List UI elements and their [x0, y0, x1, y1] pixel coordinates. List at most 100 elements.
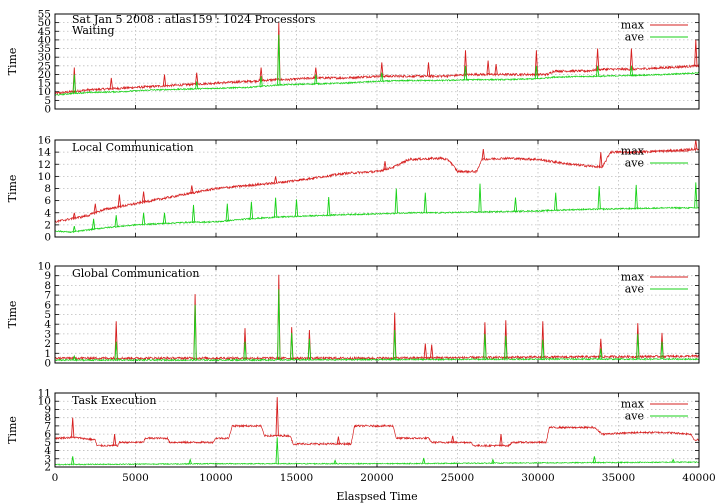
- series-spike-ave: [394, 188, 398, 214]
- series-spike-max: [109, 77, 113, 89]
- series-spike-max: [336, 436, 341, 445]
- y-tick-label: 9: [44, 270, 51, 282]
- series-spike-max: [141, 191, 146, 203]
- series-spike-max: [499, 434, 503, 446]
- series-spike-ave: [660, 341, 664, 360]
- series-spike-ave: [72, 354, 76, 361]
- x-axis-label: Elaspsed Time: [336, 490, 417, 503]
- series-spike-ave: [275, 437, 279, 464]
- series-spike-ave: [534, 65, 539, 79]
- series-spike-ave: [141, 212, 146, 225]
- y-tick-label: 11: [38, 388, 51, 400]
- y-tick-label: 14: [38, 147, 52, 159]
- y-tick-label: 0: [44, 104, 51, 116]
- series-spike-ave: [513, 197, 518, 212]
- series-spike-ave: [595, 65, 600, 77]
- series-spike-ave: [422, 457, 426, 464]
- plot-frame: [54, 139, 700, 238]
- y-tick-label: 20: [38, 69, 51, 81]
- series-spike-ave: [71, 456, 75, 465]
- series-spike-ave: [277, 289, 281, 360]
- y-tick-label: 4: [44, 445, 51, 457]
- y-tick-label: 8: [44, 280, 51, 292]
- plot-frame: [54, 265, 700, 364]
- x-tick-label: 35000: [602, 472, 635, 484]
- series-spike-max: [426, 62, 431, 77]
- series-spike-max: [629, 48, 634, 70]
- series-line-ave: [54, 71, 700, 96]
- y-axis-label: Time: [6, 48, 19, 76]
- series-spike-ave: [273, 197, 278, 218]
- series-spike-max: [451, 435, 455, 443]
- series-spike-ave: [72, 226, 76, 232]
- series-spike-max: [314, 67, 318, 78]
- series-spike-ave: [634, 184, 638, 209]
- series-spike-max: [486, 60, 490, 75]
- series-spike-ave: [554, 192, 558, 211]
- y-tick-label: 16: [38, 135, 52, 147]
- y-tick-label: 7: [44, 290, 51, 302]
- series-spike-ave: [629, 65, 634, 76]
- x-tick-label: 40000: [682, 472, 715, 484]
- series-spike-ave: [225, 203, 229, 221]
- series-spike-ave: [483, 333, 487, 360]
- series-line-ave: [54, 460, 700, 466]
- series-line-max: [54, 423, 700, 448]
- y-tick-label: 10: [38, 86, 51, 98]
- legend-label-max: max: [621, 145, 645, 158]
- y-tick-label: 50: [38, 17, 51, 29]
- y-tick-label: 3: [44, 453, 51, 465]
- y-tick-label: 35: [38, 43, 51, 55]
- x-tick-label: 0: [52, 472, 59, 484]
- series-spike-max: [71, 417, 75, 438]
- series-spike-max: [114, 321, 118, 359]
- x-tick-label: 10000: [199, 472, 232, 484]
- series-spike-ave: [423, 192, 427, 213]
- y-tick-label: 2: [44, 338, 51, 350]
- series-spike-ave: [694, 182, 698, 208]
- y-tick-label: 55: [38, 9, 51, 21]
- series-spike-max: [599, 338, 603, 357]
- series-line-max: [54, 63, 700, 96]
- series-spike-ave: [243, 341, 247, 361]
- legend-label-ave: ave: [625, 31, 644, 44]
- series-spike-max: [273, 176, 278, 183]
- y-tick-label: 5: [44, 95, 51, 107]
- x-tick-label: 25000: [441, 472, 474, 484]
- series-spike-ave: [307, 338, 312, 360]
- series-spike-ave: [314, 74, 318, 84]
- series-spike-max: [195, 72, 199, 85]
- series-spike-ave: [188, 457, 192, 464]
- series-spike-max: [72, 212, 76, 219]
- series-spike-ave: [195, 81, 199, 89]
- series-spike-max: [481, 149, 485, 160]
- y-tick-label: 5: [44, 309, 51, 321]
- x-tick-label: 30000: [521, 472, 554, 484]
- y-tick-label: 4: [44, 207, 51, 219]
- y-tick-label: 1: [44, 348, 51, 360]
- series-spike-max: [259, 67, 263, 81]
- series-spike-ave: [393, 329, 397, 360]
- series-spike-max: [494, 64, 498, 75]
- y-tick-label: 6: [44, 429, 51, 441]
- series-spike-max: [190, 185, 194, 194]
- series-spike-max: [534, 50, 539, 75]
- series-spike-ave: [636, 333, 640, 360]
- series-spike-ave: [72, 74, 76, 94]
- y-tick-label: 5: [44, 437, 51, 449]
- series-spike-ave: [249, 201, 254, 219]
- y-tick-label: 6: [44, 299, 51, 311]
- legend-label-ave: ave: [625, 157, 644, 170]
- series-line-ave: [54, 206, 700, 234]
- series-spike-max: [463, 50, 468, 75]
- legend-label-max: max: [621, 398, 645, 411]
- series-spike-ave: [114, 215, 118, 227]
- series-spike-ave: [327, 196, 331, 216]
- series-spike-ave: [380, 72, 384, 82]
- y-axis-label: Time: [6, 416, 19, 444]
- x-tick-label: 5000: [122, 472, 149, 484]
- series-spike-ave: [191, 204, 196, 223]
- series-spike-ave: [294, 199, 299, 217]
